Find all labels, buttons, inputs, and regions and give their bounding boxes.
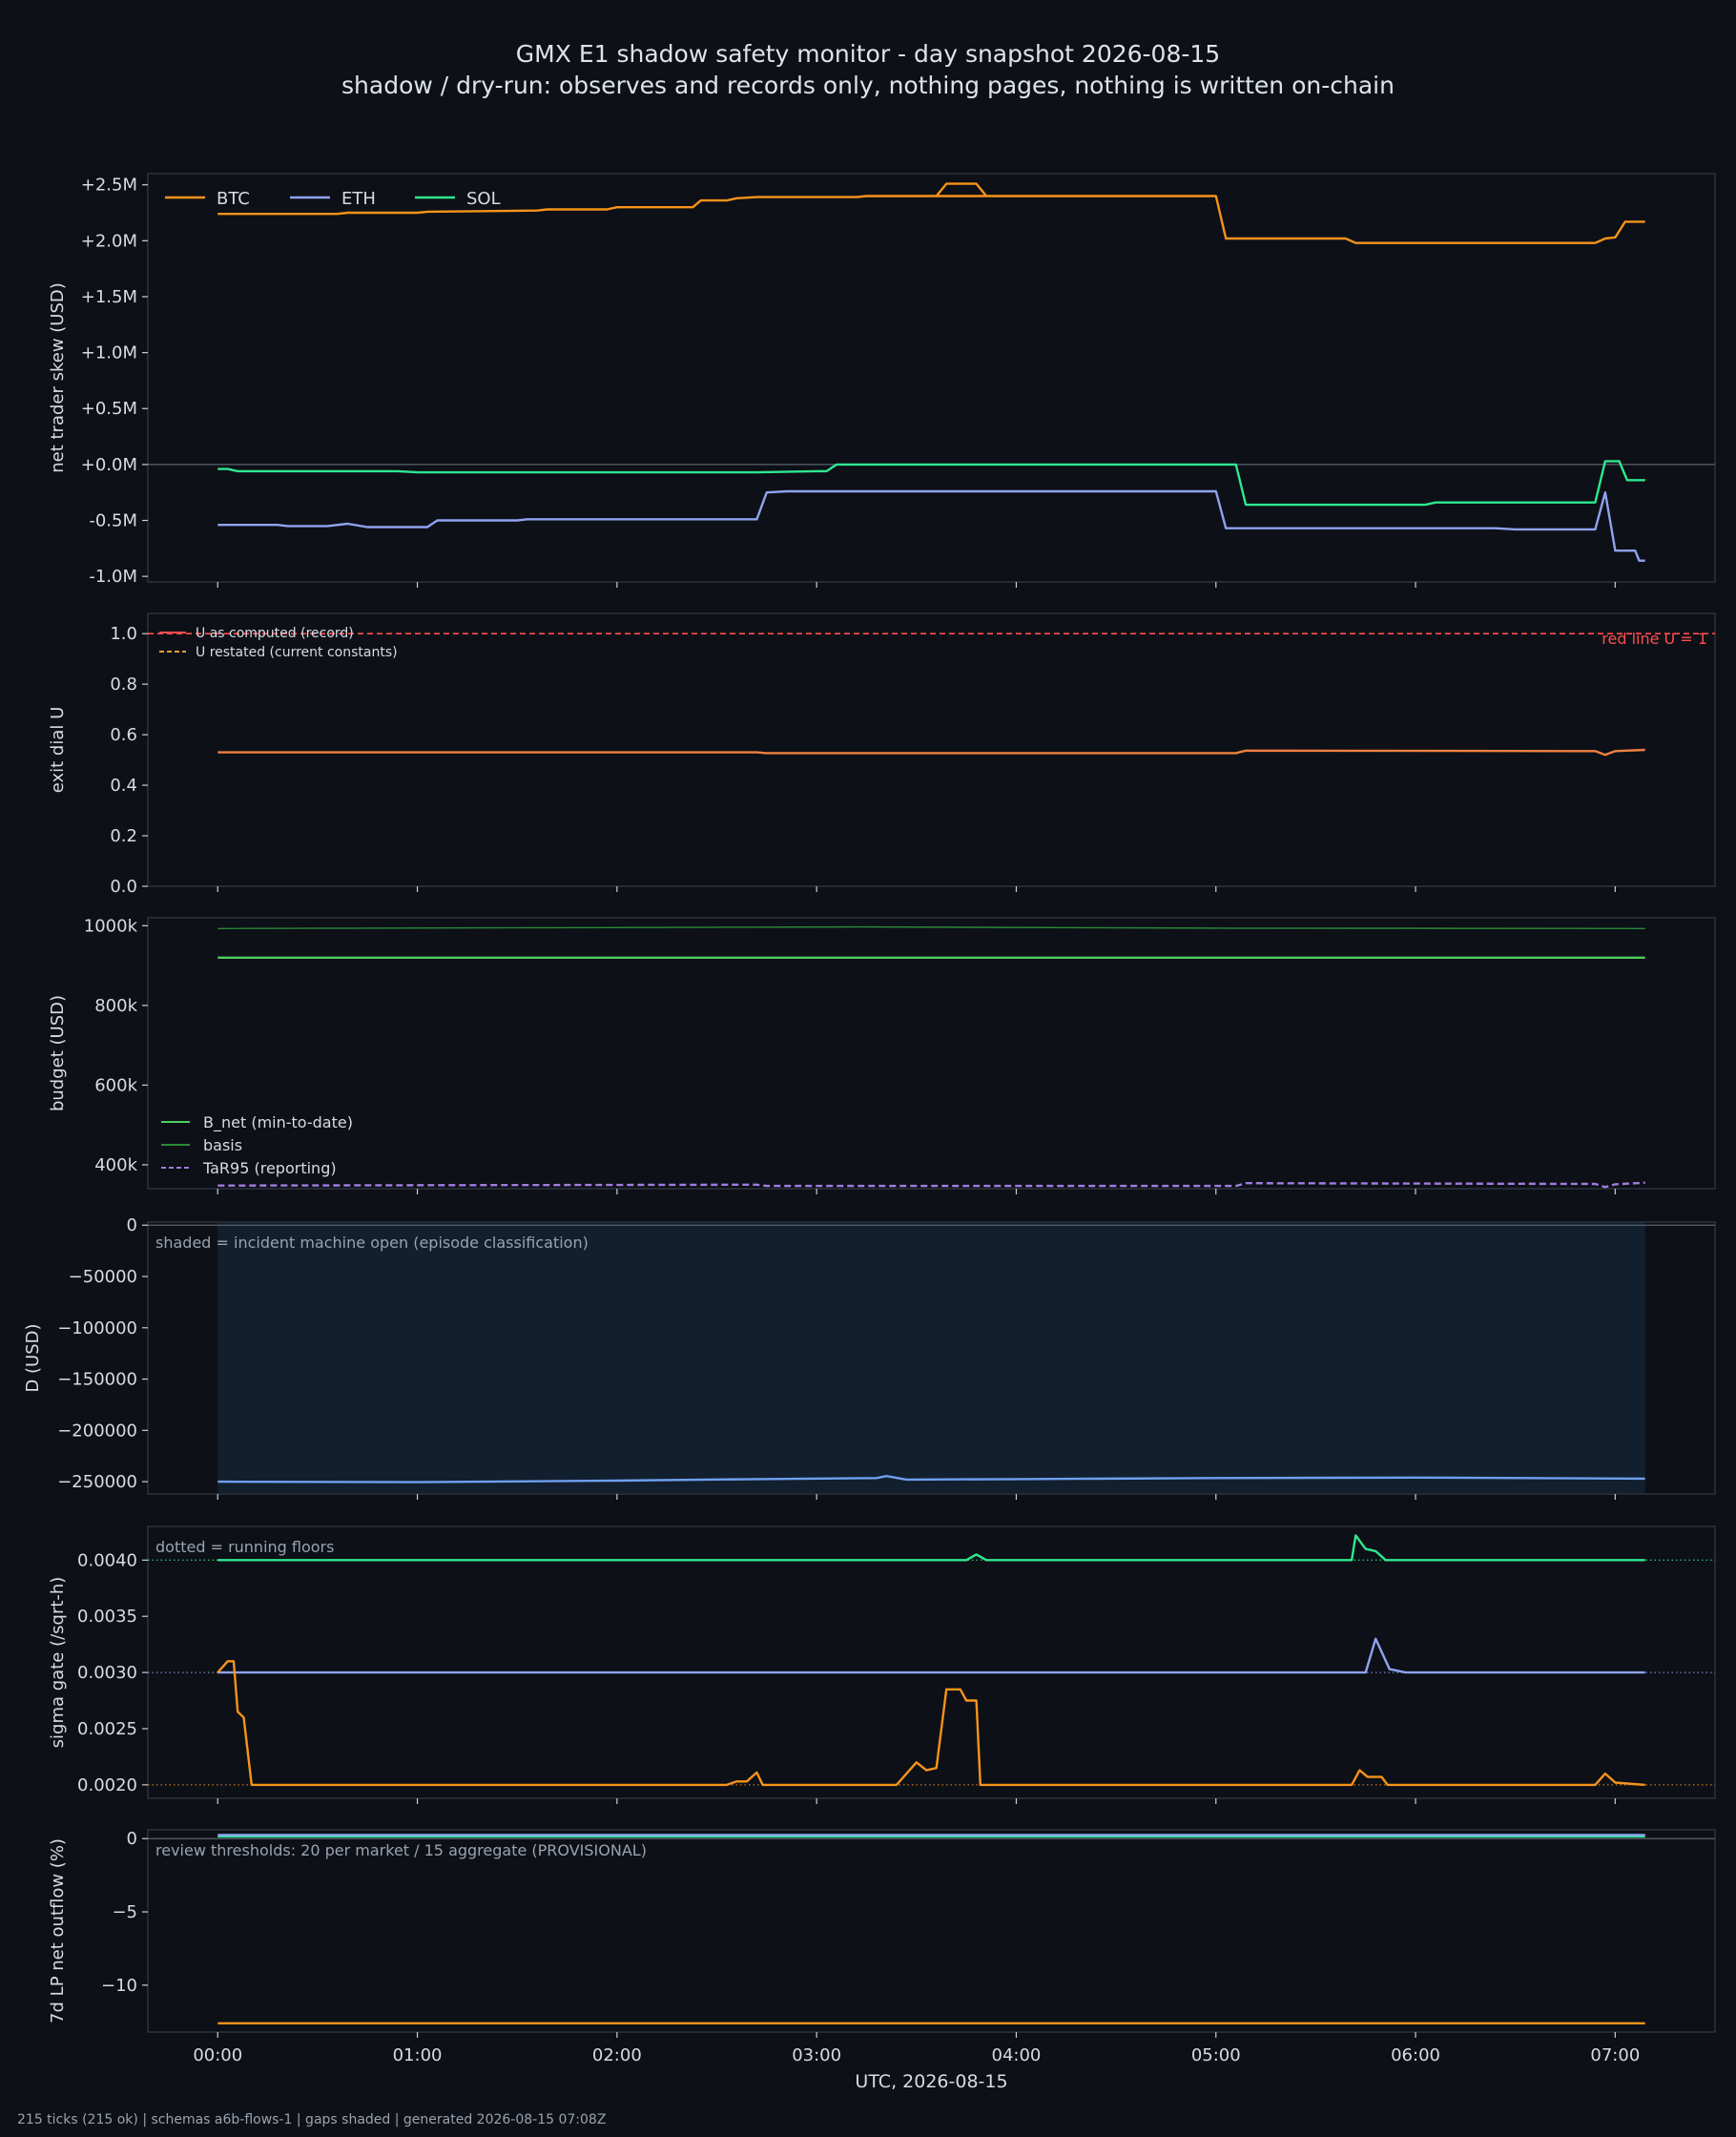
y-tick-label: +0.5M	[81, 399, 137, 419]
incident-shade	[217, 1223, 1645, 1493]
panel-annotation: review thresholds: 20 per market / 15 ag…	[155, 1841, 647, 1859]
panel-exit_dial: 0.0 0.2 0.4 0.6 0.8 1.0 exit dial U red line U …	[48, 612, 1716, 897]
x-tick-label: 07:00	[1590, 2045, 1640, 2065]
y-tick-label: 0.0030	[77, 1663, 137, 1683]
y-tick-label: 400k	[94, 1155, 137, 1175]
y-tick-label: 0.2	[110, 826, 137, 846]
y-tick-label: −200000	[57, 1421, 137, 1441]
y-tick-label: -0.5M	[89, 511, 137, 531]
series-line-sol	[217, 1534, 1645, 1562]
series-line-sol	[217, 460, 1645, 507]
panel-frame	[147, 917, 1716, 1190]
y-tick-label: +1.5M	[81, 287, 137, 307]
x-tick-label: 05:00	[1191, 2045, 1241, 2065]
legend-label: B_net (min-to-date)	[203, 1113, 353, 1132]
y-tick-label: 800k	[94, 996, 137, 1016]
series-line-eth	[217, 489, 1645, 562]
legend-label: SOL	[466, 189, 501, 209]
series-line-basis	[217, 925, 1645, 929]
y-axis-label: net trader skew (USD)	[48, 282, 68, 473]
legend-label: U as computed (record)	[196, 626, 354, 641]
y-axis-label: exit dial U	[48, 707, 68, 794]
y-tick-label: 0.4	[110, 776, 137, 796]
chart-subtitle: shadow / dry-run: observes and records o…	[341, 72, 1395, 99]
x-tick-label: 01:00	[393, 2045, 443, 2065]
y-tick-label: 1.0	[110, 624, 137, 644]
panel-skew: -1.0M -0.5M +0.0M +0.5M +1.0M +1.5M +2.0M +2.5M…	[48, 173, 1716, 588]
y-tick-label: −100000	[57, 1318, 137, 1338]
y-tick-label: 0.0040	[77, 1550, 137, 1570]
series-line-d_line	[217, 1475, 1645, 1483]
panel-lp_outflow: 0 −5 −10 7d LP net outflow (%) review thresh…	[48, 1829, 1716, 2092]
x-tick-label: 06:00	[1391, 2045, 1440, 2065]
y-tick-label: 600k	[94, 1075, 137, 1095]
y-tick-label: 0.0035	[77, 1607, 137, 1627]
y-tick-label: -1.0M	[89, 567, 137, 587]
panel-sigma: 0.0020 0.0025 0.0030 0.0035 0.0040 sigma gate…	[48, 1525, 1716, 1804]
panel-frame	[147, 1525, 1716, 1799]
chart-title: GMX E1 shadow safety monitor - day snaps…	[515, 40, 1221, 68]
y-tick-label: −250000	[57, 1472, 137, 1492]
legend-label: BTC	[217, 189, 250, 209]
y-tick-label: 0.6	[110, 725, 137, 745]
y-tick-label: 0.0025	[77, 1719, 137, 1739]
y-tick-label: −50000	[69, 1267, 137, 1287]
panel-frame	[147, 173, 1716, 583]
x-tick-label: 00:00	[193, 2045, 242, 2065]
series-line-tar95	[217, 1181, 1645, 1189]
y-tick-label: 0.0020	[77, 1775, 137, 1795]
panel-frame	[147, 1829, 1716, 2033]
panel-annotation: dotted = running floors	[155, 1538, 334, 1556]
y-tick-label: 1000k	[84, 916, 138, 936]
y-tick-label: −10	[101, 1976, 137, 1996]
y-axis-label: D (USD)	[23, 1323, 43, 1392]
y-tick-label: 0	[127, 1215, 137, 1235]
footer-status: 215 ticks (215 ok) | schemas a6b-flows-1…	[17, 2112, 607, 2127]
panel-annotation: shaded = incident machine open (episode …	[155, 1234, 589, 1252]
legend-label: TaR95 (reporting)	[202, 1159, 337, 1177]
legend-label: U restated (current constants)	[196, 645, 398, 660]
x-tick-label: 04:00	[992, 2045, 1042, 2065]
x-axis-label: UTC, 2026-08-15	[855, 2071, 1007, 2092]
y-axis-label: sigma gate (/sqrt-h)	[48, 1577, 68, 1749]
y-tick-label: +1.0M	[81, 343, 137, 363]
x-tick-label: 02:00	[592, 2045, 642, 2065]
legend-label: ETH	[341, 189, 376, 209]
panel-drawdown: 0 −50000 −100000 −150000 −200000 −250000 D (US…	[23, 1215, 1716, 1500]
x-tick-label: 03:00	[792, 2045, 841, 2065]
y-axis-label: 7d LP net outflow (%)	[48, 1838, 68, 2023]
red-line-annotation: red line U = 1	[1602, 630, 1707, 648]
y-axis-label: budget (USD)	[48, 995, 68, 1111]
y-tick-label: −5	[112, 1902, 137, 1922]
series-line-btc	[217, 182, 1645, 244]
y-tick-label: +2.5M	[81, 176, 137, 196]
chart-title-block: GMX E1 shadow safety monitor - day snaps…	[0, 38, 1736, 101]
legend-label: basis	[203, 1136, 242, 1154]
y-tick-label: +2.0M	[81, 231, 137, 251]
y-tick-label: 0	[127, 1829, 137, 1849]
y-tick-label: 0.8	[110, 674, 137, 695]
panel-budget: 400k 600k 800k 1000k budget (USD) B_net (min-…	[48, 916, 1716, 1194]
series-line-btc	[217, 1660, 1645, 1787]
series-line-eth	[217, 1637, 1645, 1674]
y-tick-label: 0.0	[110, 877, 137, 897]
y-tick-label: −150000	[57, 1370, 137, 1390]
y-tick-label: +0.0M	[81, 455, 137, 475]
series-line-u_main	[217, 748, 1645, 757]
